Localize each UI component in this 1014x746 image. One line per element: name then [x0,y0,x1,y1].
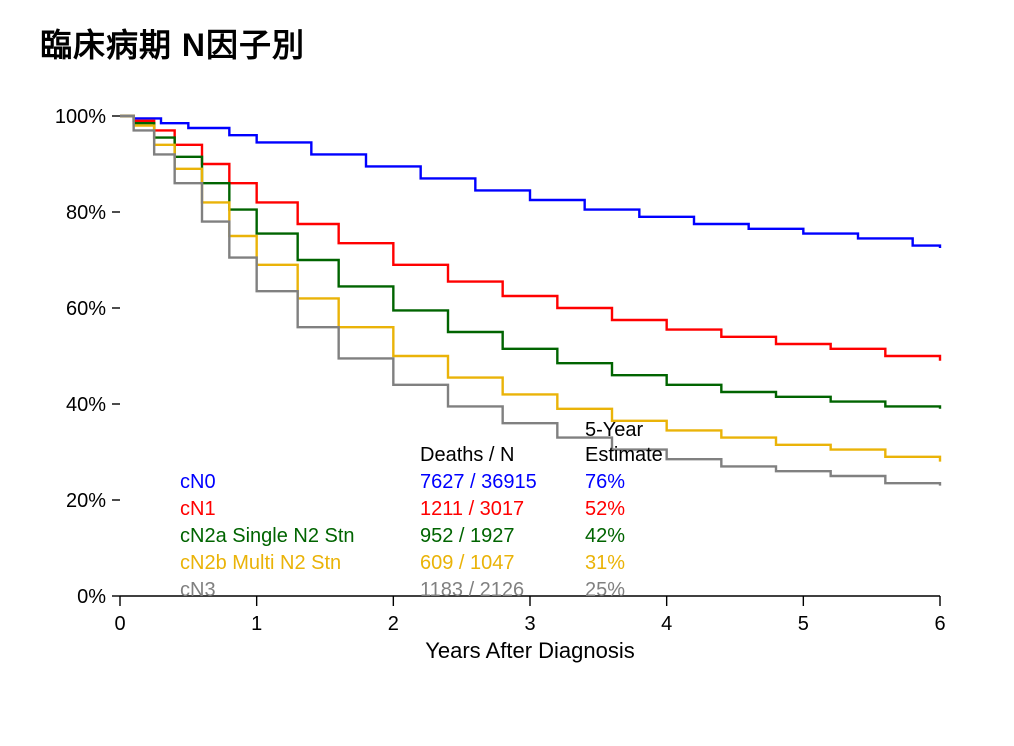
x-axis-label: Years After Diagnosis [425,638,635,663]
page-title: 臨床病期 N因子別 [40,20,974,66]
legend-header-estimate-1: 5-Year [585,419,644,441]
legend-deaths: 1211 / 3017 [420,498,524,520]
y-tick-label: 100% [55,106,106,128]
x-tick-label: 1 [251,613,262,635]
x-tick-label: 2 [388,613,399,635]
legend-label: cN3 [180,579,216,601]
x-tick-label: 4 [661,613,672,635]
y-tick-label: 60% [66,298,106,320]
x-tick-label: 0 [114,613,125,635]
legend-deaths: 952 / 1927 [420,525,515,547]
legend-header-estimate-2: Estimate [585,444,663,466]
y-tick-label: 80% [66,202,106,224]
legend-estimate: 76% [585,471,625,493]
y-tick-label: 40% [66,394,106,416]
y-tick-label: 20% [66,490,106,512]
x-tick-label: 6 [934,613,945,635]
legend-label: cN1 [180,498,216,520]
legend-label: cN2a Single N2 Stn [180,525,355,547]
legend-label: cN0 [180,471,216,493]
x-tick-label: 3 [524,613,535,635]
legend-estimate: 42% [585,525,625,547]
legend-label: cN2b Multi N2 Stn [180,552,341,574]
x-tick-label: 5 [798,613,809,635]
legend-estimate: 31% [585,552,625,574]
chart-svg: 0% 20% 40% 60% 80% 100% 0 1 2 3 4 5 6 Years After Dia… [40,86,960,726]
survival-chart: 0% 20% 40% 60% 80% 100% 0 1 2 3 4 5 6 Years After Dia… [40,86,960,726]
legend-header-deaths: Deaths / N [420,444,514,466]
legend-deaths: 7627 / 36915 [420,471,537,493]
legend-deaths: 609 / 1047 [420,552,515,574]
legend-estimate: 52% [585,498,625,520]
legend-deaths: 1183 / 2126 [420,579,524,601]
legend-estimate: 25% [585,579,625,601]
y-tick-label: 0% [77,586,106,608]
